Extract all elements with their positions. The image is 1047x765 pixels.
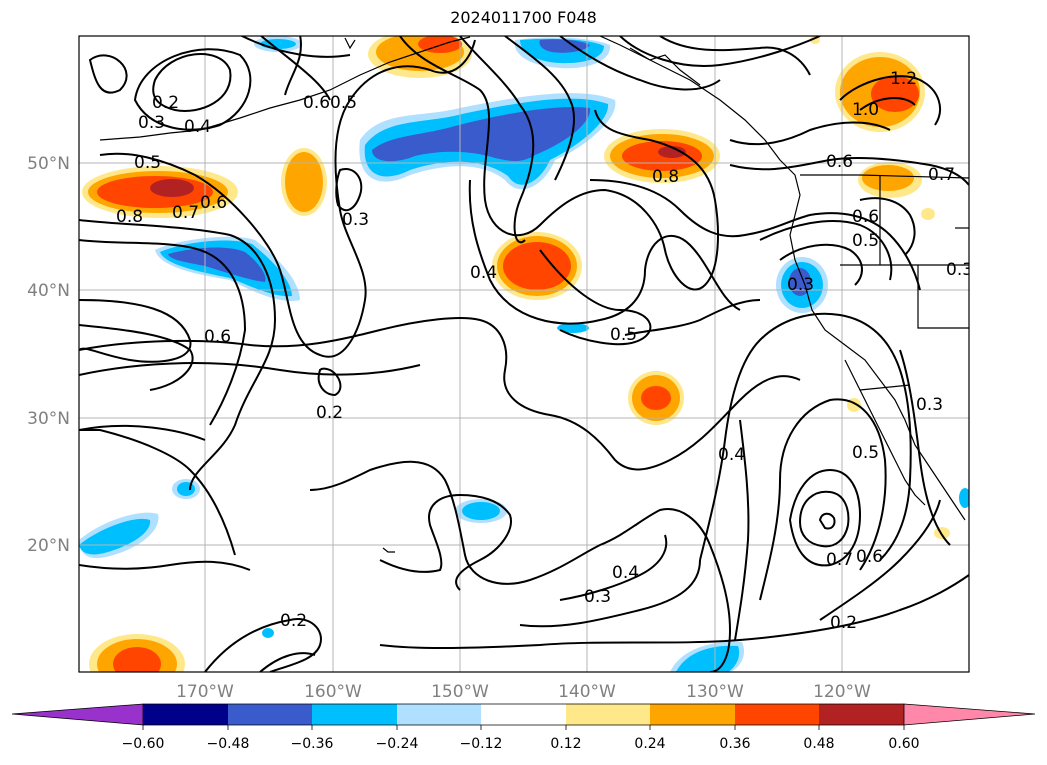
map-border — [78, 35, 970, 673]
latitude-labels: 50°N 40°N 30°N 20°N — [27, 154, 70, 556]
contour-label: 0.5 — [852, 231, 879, 251]
contour-lines — [79, 36, 969, 672]
contour-label: 0.5 — [330, 93, 357, 113]
contour-label: 0.4 — [612, 563, 639, 583]
contour-label: 0.6 — [856, 547, 883, 567]
contour-label: 0.6 — [826, 152, 853, 172]
colorbar-tick-label: −0.60 — [122, 736, 165, 752]
colorbar-tick-label: 0.12 — [550, 736, 581, 752]
colorbar: −0.60 −0.48 −0.36 −0.24 −0.12 0.12 0.24 … — [11, 703, 1036, 752]
colorbar-tick-label: 0.48 — [803, 736, 834, 752]
contour-label: 0.3 — [584, 587, 611, 607]
colorbar-segment — [819, 704, 904, 725]
colorbar-segment — [228, 704, 312, 725]
lon-label: 160°W — [304, 682, 362, 702]
contour-label: 0.8 — [652, 167, 679, 187]
colorbar-tick-label: 0.24 — [634, 736, 665, 752]
longitude-labels: 170°W 160°W 150°W 140°W 130°W 120°W — [176, 682, 871, 702]
colorbar-extend-left — [11, 703, 144, 726]
contour-label: 0.5 — [610, 325, 637, 345]
contour-label: 0.3 — [946, 260, 973, 280]
lon-label: 140°W — [558, 682, 616, 702]
colorbar-segment — [312, 704, 397, 725]
contour-label: 0.3 — [138, 113, 165, 133]
colorbar-tick-label: 0.60 — [888, 736, 919, 752]
colorbar-segment — [397, 704, 481, 725]
contour-label: 1.0 — [852, 100, 879, 120]
map-title: 2024011700 F048 — [450, 8, 597, 27]
contour-label: 0.7 — [826, 550, 853, 570]
contour-label: 0.2 — [280, 611, 307, 631]
colorbar-tick-label: 0.36 — [719, 736, 750, 752]
positive-anomaly-shading — [82, 36, 950, 672]
contour-labels: 0.2 0.3 0.4 0.5 0.6 0.5 0.6 0.7 0.8 0.3 … — [116, 69, 973, 633]
colorbar-segment — [481, 704, 566, 725]
lat-label: 50°N — [27, 154, 70, 174]
contour-label: 0.4 — [184, 117, 211, 137]
lon-label: 150°W — [431, 682, 489, 702]
contour-label: 0.4 — [470, 263, 497, 283]
contour-label: 0.3 — [342, 210, 369, 230]
lat-label: 40°N — [27, 281, 70, 301]
contour-label: 0.3 — [787, 275, 814, 295]
contour-label: 0.6 — [200, 193, 227, 213]
colorbar-tick-label: −0.36 — [291, 736, 334, 752]
contour-label: 0.2 — [152, 93, 179, 113]
contour-label: 0.2 — [830, 613, 857, 633]
contour-label: 0.8 — [116, 207, 143, 227]
contour-label: 0.5 — [134, 153, 161, 173]
lon-label: 120°W — [813, 682, 871, 702]
contour-label: 0.7 — [172, 203, 199, 223]
colorbar-segment — [650, 704, 735, 725]
contour-label: 0.3 — [916, 395, 943, 415]
lon-label: 170°W — [176, 682, 234, 702]
contour-label: 0.6 — [852, 207, 879, 227]
colorbar-tick-label: −0.12 — [460, 736, 503, 752]
contour-label: 0.7 — [928, 165, 955, 185]
colorbar-segment — [566, 704, 650, 725]
contour-label: 0.4 — [718, 445, 745, 465]
contour-label: 0.5 — [852, 443, 879, 463]
lat-label: 20°N — [27, 536, 70, 556]
colorbar-segment — [735, 704, 819, 725]
colorbar-tick-label: −0.24 — [376, 736, 419, 752]
contour-label: 0.2 — [316, 403, 343, 423]
contour-label: 0.6 — [303, 93, 330, 113]
contour-label: 1.2 — [890, 69, 917, 89]
lat-label: 30°N — [27, 409, 70, 429]
contour-label: 0.6 — [204, 327, 231, 347]
colorbar-extend-right — [903, 703, 1036, 726]
colorbar-segment — [143, 704, 228, 725]
lon-label: 130°W — [686, 682, 744, 702]
colorbar-tick-label: −0.48 — [207, 736, 250, 752]
